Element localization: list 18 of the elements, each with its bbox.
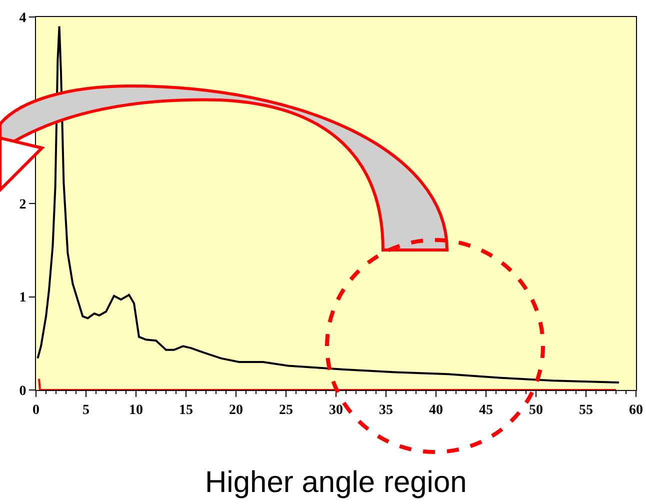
y-tick-label: 4 — [19, 10, 26, 26]
y-tick-label: 1 — [19, 290, 26, 306]
x-tick-label: 10 — [129, 402, 143, 418]
x-tick-label: 40 — [429, 402, 443, 418]
x-tick-label: 50 — [529, 402, 543, 418]
x-tick-label: 0 — [32, 402, 40, 418]
text: Higher angle region — [205, 466, 467, 499]
x-tick-label: 30 — [329, 402, 343, 418]
x-tick-label: 15 — [179, 402, 193, 418]
x-tick-label: 20 — [229, 402, 243, 418]
x-tick-label: 25 — [279, 402, 293, 418]
x-tick-label: 60 — [629, 402, 643, 418]
x-tick-label: 5 — [82, 402, 90, 418]
x-tick-label: 55 — [579, 402, 593, 418]
x-tick-label: 35 — [379, 402, 393, 418]
x-tick-label: 45 — [479, 402, 493, 418]
y-tick-label: 2 — [19, 197, 26, 212]
y-tick-label: 0 — [19, 384, 26, 399]
